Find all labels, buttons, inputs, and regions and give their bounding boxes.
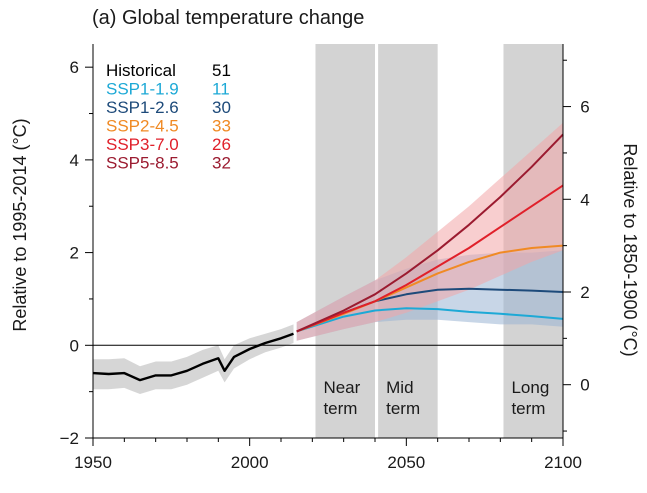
legend-count-ssp1-1-9: 11 — [212, 80, 230, 99]
y-tick-label-left: 2 — [70, 244, 79, 263]
x-tick-label: 2100 — [544, 453, 582, 472]
legend-count-ssp2-4-5: 33 — [212, 117, 231, 136]
y-tick-label-left: −2 — [60, 429, 79, 448]
period-label-2: Long — [511, 378, 549, 397]
period-band-0 — [315, 44, 375, 438]
period-label-0: term — [323, 399, 357, 418]
x-tick-label: 2000 — [231, 453, 269, 472]
y-tick-label-left: 4 — [70, 151, 79, 170]
y-tick-label-left: 6 — [70, 58, 79, 77]
chart-title: (a) Global temperature change — [92, 7, 364, 29]
legend-count-ssp1-2-6: 30 — [212, 98, 231, 117]
series-lines — [92, 133, 564, 382]
legend-count-ssp5-8-5: 32 — [212, 154, 231, 173]
period-label-0: Near — [323, 378, 360, 397]
period-labels: Near term Mid term Long term — [323, 378, 549, 418]
line-ssp5-8-5 — [296, 133, 564, 333]
legend-name-ssp1-1-9: SSP1-1.9 — [106, 80, 179, 99]
period-label-1: term — [386, 399, 420, 418]
legend-name-ssp1-2-6: SSP1-2.6 — [106, 98, 179, 117]
y-axis-label-left: Relative to 1995-2014 (°C) — [10, 118, 30, 331]
y-tick-label-right: 0 — [580, 376, 589, 395]
x-tick-label: 2050 — [387, 453, 425, 472]
legend-name-ssp5-8-5: SSP5-8.5 — [106, 154, 179, 173]
legend: Historical 51 SSP1-1.9 11 SSP1-2.6 30 SSP2-4.5… — [106, 61, 231, 173]
y-tick-label-right: 6 — [580, 98, 589, 117]
axes — [85, 44, 571, 446]
period-label-2: term — [511, 399, 545, 418]
y-axis-label-right: Relative to 1850-1900 (°C) — [620, 143, 640, 356]
line-ssp3-7-0 — [296, 184, 564, 333]
line-ssp1-1-9 — [296, 307, 564, 333]
y-tick-label-right: 4 — [580, 190, 589, 209]
legend-count-ssp3-7-0: 26 — [212, 135, 231, 154]
tick-labels: 1950 2000 2050 2100 −2 0 2 4 6 0 2 4 6 — [60, 58, 590, 472]
period-label-1: Mid — [386, 378, 413, 397]
legend-count-historical: 51 — [212, 61, 231, 80]
legend-name-historical: Historical — [106, 61, 176, 80]
legend-name-ssp2-4-5: SSP2-4.5 — [106, 117, 179, 136]
band-historical — [93, 324, 294, 394]
legend-name-ssp3-7-0: SSP3-7.0 — [106, 135, 179, 154]
y-tick-label-right: 2 — [580, 283, 589, 302]
x-tick-label: 1950 — [74, 453, 112, 472]
y-tick-label-left: 0 — [70, 336, 79, 355]
line-historical — [92, 332, 294, 382]
